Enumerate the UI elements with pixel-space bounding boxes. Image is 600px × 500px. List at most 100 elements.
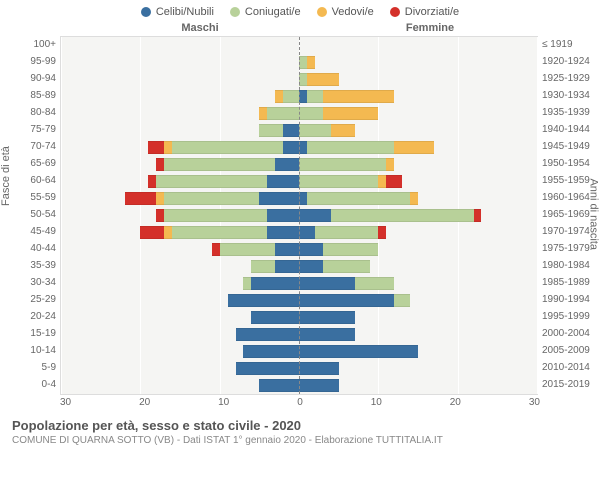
- seg-celibi: [299, 311, 355, 324]
- seg-celibi: [251, 311, 299, 324]
- age-label: 95-99: [6, 53, 60, 70]
- legend-item: Divorziati/e: [390, 6, 459, 18]
- age-label: 50-54: [6, 206, 60, 223]
- seg-celibi: [236, 328, 299, 341]
- birth-label: 1970-1974: [538, 223, 594, 240]
- male-bar: [61, 56, 299, 69]
- seg-divorziati: [378, 226, 386, 239]
- seg-celibi: [299, 277, 355, 290]
- x-tick: 30: [60, 397, 71, 408]
- legend-swatch: [317, 7, 327, 17]
- birth-label: 2005-2009: [538, 342, 594, 359]
- column-headers: Maschi Femmine: [0, 22, 600, 36]
- birth-label: 1925-1929: [538, 70, 594, 87]
- chart-subtitle: COMUNE DI QUARNA SOTTO (VB) - Dati ISTAT…: [12, 435, 588, 446]
- male-bar: [61, 328, 299, 341]
- seg-celibi: [299, 362, 339, 375]
- x-tick: 0: [297, 397, 303, 408]
- legend-label: Celibi/Nubili: [156, 6, 214, 18]
- seg-celibi: [299, 328, 355, 341]
- seg-coniugati: [394, 294, 410, 307]
- seg-vedovi: [164, 226, 172, 239]
- male-bar: [61, 311, 299, 324]
- seg-coniugati: [299, 73, 307, 86]
- female-bar: [299, 192, 537, 205]
- seg-divorziati: [474, 209, 482, 222]
- birth-label: 1980-1984: [538, 257, 594, 274]
- legend-label: Divorziati/e: [405, 6, 459, 18]
- male-bar: [61, 277, 299, 290]
- x-tick: 10: [371, 397, 382, 408]
- seg-coniugati: [259, 124, 283, 137]
- seg-coniugati: [164, 158, 275, 171]
- center-line: [299, 37, 300, 394]
- seg-coniugati: [243, 277, 251, 290]
- seg-vedovi: [307, 73, 339, 86]
- male-bar: [61, 379, 299, 392]
- birth-label: 1975-1979: [538, 240, 594, 257]
- age-label: 15-19: [6, 325, 60, 342]
- age-label: 35-39: [6, 257, 60, 274]
- legend-label: Vedovi/e: [332, 6, 374, 18]
- birth-label: 1945-1949: [538, 138, 594, 155]
- seg-coniugati: [164, 209, 267, 222]
- seg-celibi: [299, 90, 307, 103]
- seg-divorziati: [148, 141, 164, 154]
- male-bar: [61, 243, 299, 256]
- age-label: 60-64: [6, 172, 60, 189]
- age-label: 40-44: [6, 240, 60, 257]
- age-label: 100+: [6, 36, 60, 53]
- seg-celibi: [299, 379, 339, 392]
- female-bar: [299, 158, 537, 171]
- male-bar: [61, 175, 299, 188]
- seg-divorziati: [125, 192, 157, 205]
- seg-vedovi: [275, 90, 283, 103]
- seg-coniugati: [299, 175, 378, 188]
- seg-vedovi: [307, 56, 315, 69]
- seg-celibi: [259, 192, 299, 205]
- seg-celibi: [251, 277, 299, 290]
- seg-vedovi: [410, 192, 418, 205]
- seg-coniugati: [172, 226, 267, 239]
- seg-coniugati: [164, 192, 259, 205]
- male-bar: [61, 294, 299, 307]
- legend-label: Coniugati/e: [245, 6, 301, 18]
- seg-celibi: [275, 260, 299, 273]
- female-bar: [299, 277, 537, 290]
- female-bar: [299, 141, 537, 154]
- header-femmine: Femmine: [315, 22, 545, 34]
- seg-divorziati: [156, 158, 164, 171]
- x-tick: 20: [139, 397, 150, 408]
- x-tick: 20: [450, 397, 461, 408]
- birth-label: 1995-1999: [538, 308, 594, 325]
- male-bar: [61, 90, 299, 103]
- seg-celibi: [259, 379, 299, 392]
- male-bar: [61, 226, 299, 239]
- seg-celibi: [299, 226, 315, 239]
- birth-label: 1930-1934: [538, 87, 594, 104]
- seg-vedovi: [156, 192, 164, 205]
- male-bar: [61, 141, 299, 154]
- birth-label: 2015-2019: [538, 376, 594, 393]
- age-label: 70-74: [6, 138, 60, 155]
- male-bar: [61, 209, 299, 222]
- male-bar: [61, 345, 299, 358]
- male-bar: [61, 260, 299, 273]
- birth-label: 1935-1939: [538, 104, 594, 121]
- seg-vedovi: [323, 107, 379, 120]
- birth-label: 1985-1989: [538, 274, 594, 291]
- female-bar: [299, 311, 537, 324]
- x-tick: 30: [529, 397, 540, 408]
- age-label: 80-84: [6, 104, 60, 121]
- chart-title: Popolazione per età, sesso e stato civil…: [12, 418, 588, 433]
- seg-vedovi: [259, 107, 267, 120]
- female-bar: [299, 175, 537, 188]
- legend-item: Coniugati/e: [230, 6, 301, 18]
- male-bar: [61, 39, 299, 52]
- age-label: 5-9: [6, 359, 60, 376]
- seg-coniugati: [283, 90, 299, 103]
- seg-coniugati: [299, 158, 386, 171]
- age-label: 45-49: [6, 223, 60, 240]
- age-label: 90-94: [6, 70, 60, 87]
- seg-celibi: [267, 175, 299, 188]
